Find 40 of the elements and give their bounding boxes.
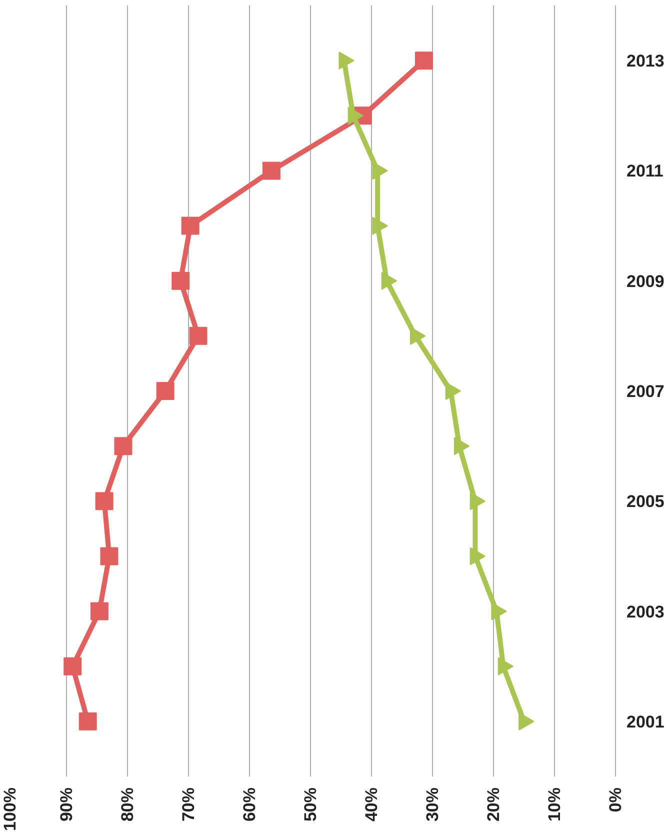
point: [445, 382, 462, 400]
x-tick-label: 40%: [362, 787, 381, 822]
y-tick-label: 2011: [626, 162, 664, 181]
point: [454, 437, 470, 456]
point: [156, 382, 174, 400]
x-tick-label: 70%: [179, 787, 198, 822]
point: [491, 602, 507, 620]
x-tick-label: 10%: [545, 787, 564, 822]
point: [172, 272, 190, 290]
x-tick-label: 50%: [301, 787, 320, 822]
point: [181, 216, 200, 235]
x-tick-label: 60%: [240, 787, 259, 822]
point: [381, 272, 398, 290]
point: [498, 657, 514, 676]
point: [189, 326, 208, 345]
point: [470, 547, 486, 566]
point: [90, 602, 108, 620]
point: [64, 657, 82, 676]
y-tick-label: 2003: [626, 602, 664, 622]
point: [518, 712, 534, 730]
y-tick-label: 2001: [626, 712, 664, 732]
point: [470, 492, 486, 510]
x-tick-label: 100%: [0, 787, 20, 831]
point: [372, 216, 388, 235]
point: [78, 712, 97, 730]
point: [100, 547, 118, 566]
y-tick-label: 2005: [626, 492, 664, 512]
point: [95, 492, 114, 510]
y-tick-label: 2009: [626, 272, 664, 291]
point: [348, 106, 364, 125]
point: [262, 162, 280, 180]
x-tick-label: 30%: [423, 787, 442, 822]
x-tick-label: 0%: [606, 787, 625, 812]
point: [338, 52, 354, 70]
point: [114, 437, 132, 456]
y-tick-label: 2007: [626, 382, 664, 401]
y-tick-label: 2013: [626, 52, 664, 71]
x-tick-label: 80%: [118, 787, 137, 822]
x-tick-label: 90%: [57, 787, 76, 822]
x-tick-label: 20%: [484, 787, 503, 822]
